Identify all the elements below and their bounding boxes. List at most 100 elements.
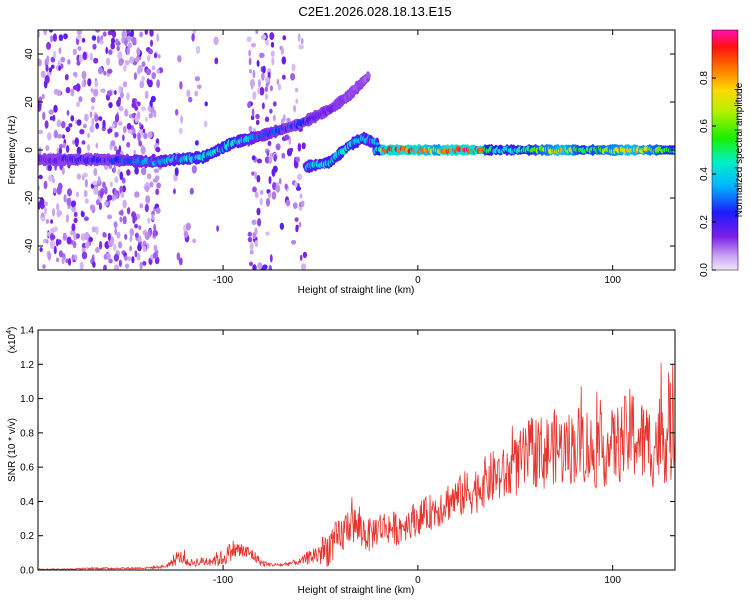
noise-speck [147,131,153,139]
noise-speck [119,216,123,223]
snr-x-axis-label: Height of straight line (km) [298,585,415,596]
noise-speck [45,64,49,72]
noise-speck [192,238,197,244]
noise-speck [85,241,90,249]
noise-speck [119,91,124,99]
noise-speck [138,225,142,231]
noise-speck [48,174,53,182]
noise-speck [58,250,63,258]
noise-speck [261,72,265,81]
noise-speck [256,59,260,67]
noise-speck [126,47,130,55]
noise-speck [92,180,98,186]
noise-speck [134,106,139,111]
noise-speck [299,254,303,261]
noise-speck [156,69,160,74]
noise-speck [48,67,53,73]
noise-speck [249,249,254,255]
noise-speck [123,64,127,72]
snr-y-multiplier: (x104) [6,327,18,354]
snr-y-tick-label: 1.4 [20,326,34,337]
noise-speck [155,146,161,153]
noise-speck [113,253,120,262]
noise-speck [106,57,111,66]
noise-speck [49,240,56,250]
noise-speck [122,215,127,225]
noise-speck [126,30,130,35]
noise-speck [257,218,262,227]
noise-speck [43,30,48,36]
upper-ridge [38,71,371,169]
noise-speck [180,115,184,124]
noise-speck [118,241,123,249]
noise-speck [156,182,162,189]
noise-speck [265,93,268,100]
noise-speck [143,132,148,139]
noise-speck [114,113,120,123]
noise-speck [53,104,58,113]
noise-speck [76,34,82,40]
noise-speck [272,114,276,122]
noise-speck [134,114,139,124]
noise-speck [278,177,282,185]
noise-speck [266,150,270,157]
noise-speck [259,86,265,96]
noise-speck [81,140,86,145]
noise-speck [156,79,161,89]
noise-speck [251,219,257,226]
noise-speck [155,138,160,144]
noise-speck [38,30,41,38]
noise-speck [44,120,49,129]
noise-speck [189,187,194,195]
colorbar-tick-label: 0.2 [699,215,710,229]
noise-speck [256,207,261,216]
noise-speck [44,206,47,215]
snr-y-tick-label: 0.4 [20,497,34,508]
noise-speck [81,80,85,88]
noise-speck [177,55,182,63]
noise-speck [265,39,270,46]
noise-speck [127,35,132,42]
noise-speck [63,33,68,40]
noise-speck [84,198,89,204]
noise-speck [134,166,139,175]
noise-speck [147,105,152,112]
noise-speck [153,168,160,173]
noise-speck [173,188,176,195]
noise-speck [100,88,106,93]
noise-speck [90,88,94,93]
noise-speck [291,239,297,245]
noise-speck [41,93,45,100]
colorbar-tick-label: 0.6 [699,119,710,133]
noise-speck [75,191,79,198]
noise-speck [134,250,138,258]
noise-speck [108,102,113,109]
noise-speck [273,154,277,162]
noise-speck [96,35,100,44]
noise-speck [289,147,293,153]
noise-speck [38,129,44,135]
noise-speck [139,31,143,38]
noise-speck [67,188,72,197]
noise-speck [129,56,135,64]
noise-speck [148,48,153,55]
noise-speck [118,121,123,126]
noise-speck [276,78,280,86]
noise-speck [271,168,276,177]
noise-speck [89,111,93,118]
noise-speck [89,52,94,61]
noise-speck [298,44,304,50]
noise-speck [39,197,45,205]
noise-speck [268,192,272,199]
noise-speck [251,108,255,117]
noise-speck [50,219,53,224]
noise-speck [248,261,254,267]
noise-speck [71,223,76,232]
noise-speck [131,256,135,264]
noise-speck [188,96,193,103]
colorbar-gradient [711,29,739,271]
noise-speck [144,30,148,35]
noise-speck [270,41,275,48]
noise-speck [83,123,87,129]
noise-speck [107,214,113,220]
